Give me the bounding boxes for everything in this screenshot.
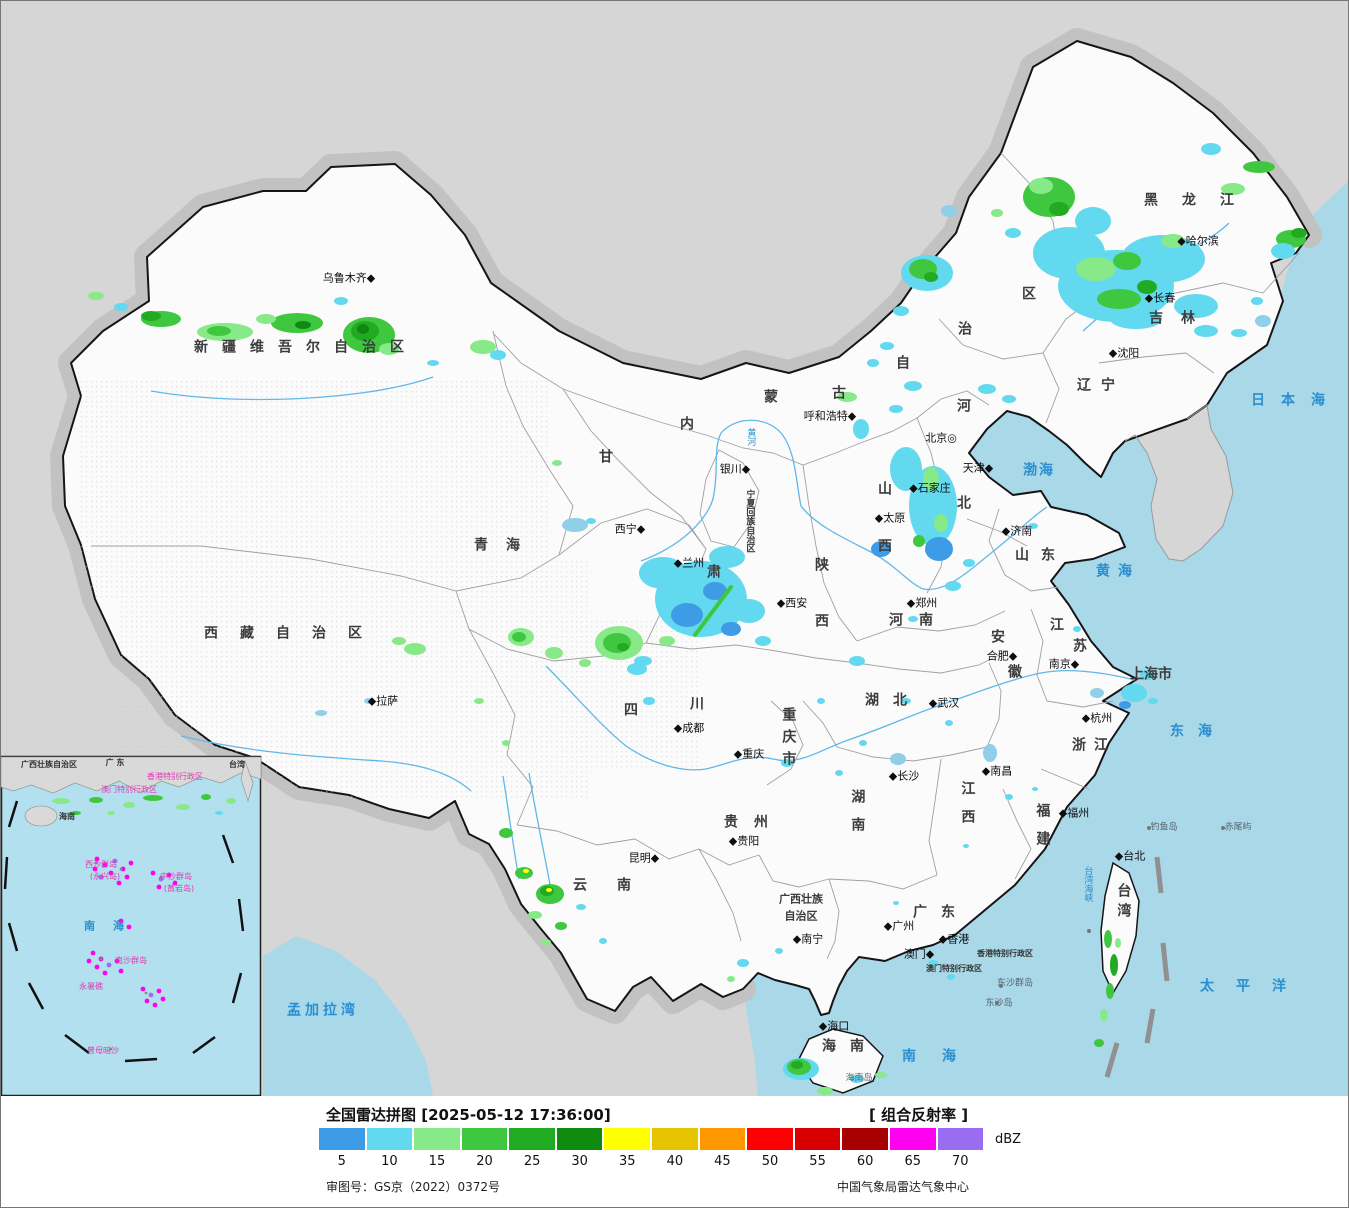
legend-color-swatch-35: [604, 1128, 651, 1150]
legend-unit-label: dBZ: [995, 1132, 1022, 1147]
legend-segment-40: 40: [652, 1128, 698, 1169]
dash-line-segments: [1104, 856, 1170, 1078]
legend-color-swatch-25: [509, 1128, 555, 1150]
legend-segment-25: 25: [509, 1128, 555, 1169]
legend-tick-65: 65: [904, 1154, 921, 1169]
legend-tick-60: 60: [856, 1154, 874, 1169]
legend-color-swatch-70: [937, 1128, 984, 1150]
legend-tick-70: 70: [952, 1154, 969, 1169]
legend-tick-50: 50: [761, 1154, 779, 1169]
inset-radar-specks: [86, 856, 178, 1008]
legend-tick-20: 20: [476, 1154, 493, 1169]
legend-panel: 全国雷达拼图 [2025-05-12 17:36:00] [ 组合反射率 ] 5…: [1, 1096, 1348, 1207]
legend-title: 全国雷达拼图 [2025-05-12 17:36:00]: [326, 1106, 611, 1124]
map-approval-number: 审图号：GS京（2022）0372号: [326, 1180, 500, 1194]
legend-segment-45: 45: [699, 1128, 746, 1169]
province-borders: [91, 152, 1300, 960]
radar-echoes: [88, 143, 1307, 1095]
legend-tick-55: 55: [809, 1154, 826, 1169]
inset-dash-line: [3, 800, 245, 1063]
legend-segment-55: 55: [794, 1128, 841, 1169]
legend-tick-25: 25: [523, 1154, 541, 1169]
legend-segment-15: 15: [414, 1128, 460, 1169]
legend-tick-10: 10: [381, 1154, 398, 1169]
legend-color-swatch-5: [319, 1128, 365, 1150]
legend-segment-70: 70: [937, 1128, 984, 1169]
legend-segment-5: 5: [319, 1128, 365, 1169]
terrain-texture: [81, 381, 701, 801]
legend-color-swatch-30: [556, 1128, 603, 1150]
legend-color-swatch-45: [699, 1128, 746, 1150]
legend-color-swatch-65: [889, 1128, 936, 1150]
legend-segment-35: 35: [604, 1128, 651, 1169]
legend-colorbar: 5 10 15 20 25 30 35 40 45 50 55 60 65 70: [319, 1128, 984, 1169]
legend-color-swatch-50: [747, 1128, 793, 1150]
south-china-sea-inset: [1, 755, 262, 1096]
legend-color-swatch-10: [366, 1128, 413, 1150]
legend-color-swatch-60: [842, 1128, 888, 1150]
sea-polygons: [263, 180, 1348, 1096]
legend-tick-40: 40: [666, 1154, 684, 1169]
legend-tick-15: 15: [428, 1154, 446, 1169]
legend-tick-35: 35: [618, 1154, 636, 1169]
legend-segment-60: 60: [842, 1128, 888, 1169]
legend-tick-45: 45: [714, 1154, 731, 1169]
legend-segment-20: 20: [461, 1128, 508, 1169]
legend-segment-30: 30: [556, 1128, 603, 1169]
map-area: 新疆维吾尔自治区 西藏自治区 青海甘肃内蒙古自治区黑龙江 吉林 辽宁河北山西山东 河南陕西…: [1, 1, 1348, 1096]
legend-segment-10: 10: [366, 1128, 413, 1169]
legend-color-swatch-15: [414, 1128, 460, 1150]
legend-color-swatch-55: [794, 1128, 841, 1150]
data-source-credit: 中国气象局雷达气象中心: [837, 1180, 970, 1194]
legend-tick-30: 30: [571, 1154, 588, 1169]
legend-color-swatch-40: [652, 1128, 698, 1150]
korea-peninsula: [1124, 404, 1234, 562]
legend-tick-5: 5: [337, 1154, 346, 1169]
lakes: [315, 205, 1271, 765]
radar-map-canvas: [1, 1, 1348, 1096]
legend-product-label: [ 组合反射率 ]: [869, 1106, 969, 1124]
legend-segment-50: 50: [747, 1128, 793, 1169]
legend-segment-65: 65: [889, 1128, 936, 1169]
legend-color-swatch-20: [461, 1128, 508, 1150]
